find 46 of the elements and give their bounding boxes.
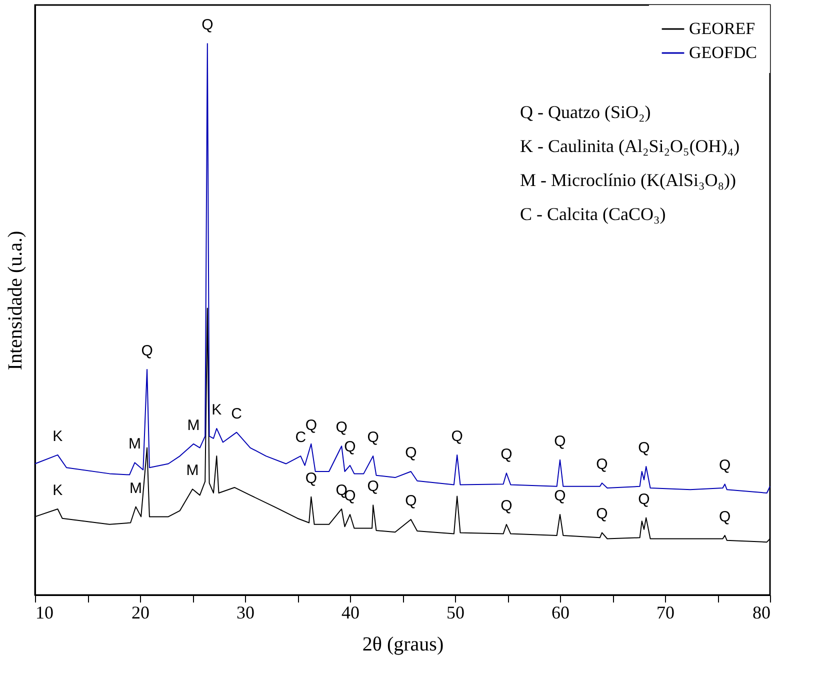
y-axis-title: Intensidade (u.a.) <box>4 230 26 370</box>
annotation: Q <box>367 478 379 496</box>
annotation: M <box>130 480 142 497</box>
x-axis-title: 2θ (graus) <box>362 634 444 656</box>
x-tick-label: 30 <box>236 602 254 622</box>
annotation: Q <box>141 342 153 360</box>
legend-label: GEOFDC <box>689 43 758 62</box>
annotation: M - Microclínio (K(AlSi₃O₈)) <box>520 170 736 190</box>
annotation: Q - Quatzo (SiO₂) <box>520 102 651 122</box>
x-tick-label: 20 <box>132 602 150 622</box>
annotation: K <box>212 401 222 418</box>
annotation: Q <box>719 508 731 526</box>
annotation: Q <box>719 457 731 474</box>
annotation: M <box>187 416 200 434</box>
annotation: C <box>231 405 242 422</box>
x-tick-label: 10 <box>36 602 54 622</box>
annotation: Q <box>500 497 512 514</box>
legend-label: GEOREF <box>689 19 756 38</box>
annotation: Q <box>336 419 348 436</box>
annotation: M <box>186 462 199 480</box>
annotation: C <box>295 429 306 446</box>
x-tick-label: 80 <box>752 602 770 622</box>
annotation: Q <box>305 470 317 487</box>
x-tick-label: 40 <box>342 602 360 622</box>
annotation: M <box>128 436 141 453</box>
annotation: K - Caulinita (Al₂Si₂O₅(OH)₄) <box>520 136 740 156</box>
annotation: Q <box>554 487 566 504</box>
x-tick-label: 60 <box>552 602 570 622</box>
annotation: Q <box>554 432 566 450</box>
annotation: Q <box>405 444 417 462</box>
annotation: C - Calcita (CaCO₃) <box>520 204 666 224</box>
annotation: K <box>52 482 63 499</box>
annotation: Q <box>638 490 650 508</box>
x-tick-label: 70 <box>656 602 674 622</box>
annotation: Q <box>638 440 650 457</box>
annotation: Q <box>344 438 356 456</box>
annotation: Q <box>596 506 608 523</box>
annotation: Q <box>405 492 417 510</box>
annotation: Q <box>451 428 463 445</box>
annotation: Q <box>202 16 214 34</box>
annotation: K <box>52 428 63 445</box>
annotation: Q <box>367 429 379 446</box>
annotation: Q <box>596 456 608 474</box>
x-tick-label: 50 <box>446 602 464 622</box>
annotation: Q <box>305 416 317 434</box>
annotation: Q <box>500 446 512 464</box>
